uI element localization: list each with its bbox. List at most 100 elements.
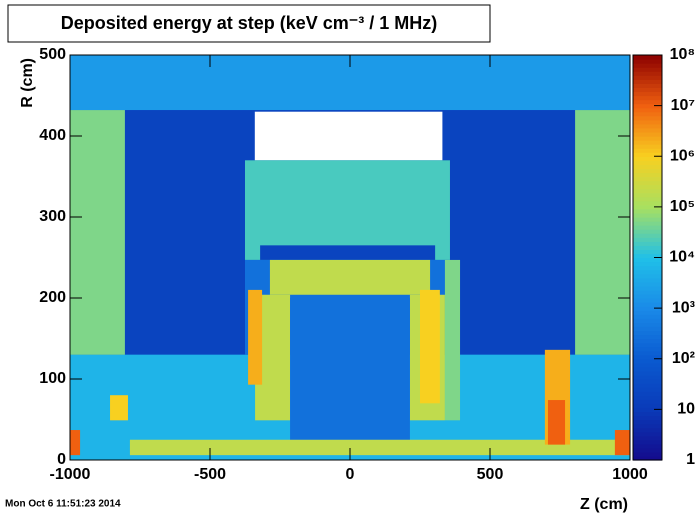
color-bar-step (633, 439, 662, 445)
color-bar-step (633, 208, 662, 214)
x-tick-label: 0 (346, 466, 355, 483)
color-bar-step (633, 91, 662, 97)
color-bar-step (633, 75, 662, 80)
color-bar-step (633, 119, 662, 125)
color-bar-step (633, 379, 662, 384)
color-bar-step (633, 95, 662, 101)
heatmap-cell (70, 110, 125, 355)
color-bar-step (633, 253, 662, 259)
color-bar-step (633, 237, 662, 242)
timestamp: Mon Oct 6 11:51:23 2014 (5, 499, 121, 510)
color-bar-step (633, 131, 662, 137)
y-tick-label: 400 (39, 127, 66, 144)
x-tick-label: 1000 (612, 466, 648, 483)
heatmap-cell (110, 395, 128, 421)
color-bar-step (633, 395, 662, 400)
color-bar-step (633, 415, 662, 421)
color-bar-step (633, 63, 662, 68)
color-bar-step (633, 338, 662, 344)
color-bar-step (633, 362, 662, 368)
color-bar-step (633, 273, 662, 279)
color-bar-step (633, 257, 662, 263)
color-bar-step (633, 156, 662, 161)
heatmap-cell (254, 111, 443, 161)
color-bar-step (633, 140, 662, 145)
y-tick-label: 0 (57, 451, 66, 468)
color-bar-step (633, 427, 662, 433)
color-bar-step (633, 115, 662, 121)
color-bar-step (633, 346, 662, 352)
color-bar-step (633, 87, 662, 93)
color-bar-step (633, 229, 662, 234)
color-bar-step (633, 298, 662, 303)
color-bar-step (633, 265, 662, 271)
color-bar-step (633, 431, 662, 437)
z-tick-label: 10⁶ (670, 147, 695, 164)
color-bar-step (633, 354, 662, 360)
color-bar-step (633, 322, 662, 327)
heatmap-cell (269, 259, 431, 295)
color-bar-step (633, 217, 662, 222)
color-bar-step (633, 451, 662, 457)
color-bar-step (633, 289, 662, 295)
y-tick-label: 100 (39, 370, 66, 387)
color-bar-step (633, 387, 662, 392)
color-bar-step (633, 172, 662, 178)
heatmap-cell (547, 400, 566, 445)
color-bar-step (633, 447, 662, 453)
color-bar-step (633, 164, 662, 169)
x-tick-label: 500 (477, 466, 504, 483)
x-tick-label: -1000 (50, 466, 91, 483)
color-bar-step (633, 233, 662, 238)
color-bar-step (633, 306, 662, 311)
color-bar-step (633, 411, 662, 417)
color-bar-step (633, 180, 662, 186)
chart-title: Deposited energy at step (keV cm⁻³ / 1 M… (61, 13, 438, 33)
color-bar-step (633, 144, 662, 149)
z-tick-label: 10⁵ (670, 198, 695, 215)
color-bar-step (633, 67, 662, 72)
color-bar-step (633, 370, 662, 376)
color-bar-step (633, 55, 662, 60)
color-bar-step (633, 366, 662, 372)
color-bar-step (633, 334, 662, 340)
color-bar-step (633, 127, 662, 133)
z-tick-label: 10⁴ (669, 249, 695, 266)
z-tick-label: 10 (677, 401, 695, 418)
title-box (7, 4, 491, 43)
color-bar-step (633, 136, 662, 141)
color-bar-step (633, 225, 662, 230)
color-bar-step (633, 176, 662, 182)
color-bar-step (633, 314, 662, 319)
color-bar-step (633, 277, 662, 283)
y-tick-label: 300 (39, 208, 66, 225)
color-bar-step (633, 423, 662, 429)
color-bar-step (633, 261, 662, 267)
y-tick-label: 200 (39, 289, 66, 306)
color-bar-step (633, 192, 662, 198)
color-bar-step (633, 200, 662, 206)
color-bar-step (633, 326, 662, 331)
color-bar-step (633, 107, 662, 113)
color-bar-step (633, 184, 662, 190)
z-tick-label: 10³ (672, 299, 695, 316)
z-tick-label: 1 (686, 451, 695, 468)
heatmap-cell (575, 110, 630, 355)
color-bar-step (633, 160, 662, 165)
color-bar-step (633, 318, 662, 323)
color-bar-step (633, 391, 662, 396)
color-bar-step (633, 111, 662, 117)
heatmap-cell (290, 298, 410, 444)
color-bar-step (633, 350, 662, 356)
heatmap-cell (444, 259, 461, 421)
color-bar-step (633, 99, 662, 105)
color-bar-step (633, 269, 662, 275)
z-tick-label: 10⁸ (670, 46, 695, 63)
z-tick-label: 10⁷ (671, 97, 695, 114)
color-bar-step (633, 403, 662, 408)
color-bar-step (633, 374, 662, 380)
heatmap-cell (129, 439, 631, 456)
color-bar-step (633, 212, 662, 218)
heatmap-cell (420, 289, 440, 404)
